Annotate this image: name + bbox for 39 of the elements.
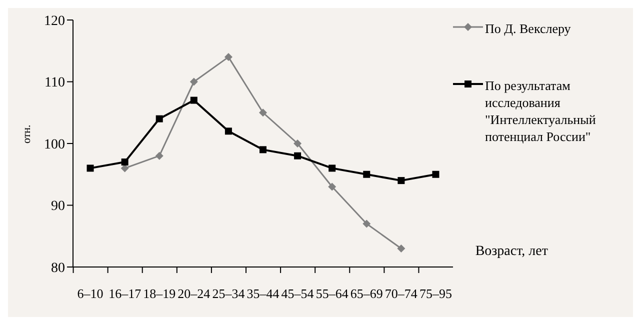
legend-label: По результатам исследования "Интеллектуальный потенциал России" (485, 77, 597, 145)
point (86, 164, 94, 172)
y-axis-title: отн. (20, 124, 33, 144)
x-tick-label: 20–24 (178, 286, 211, 302)
y-tick-label: 120 (44, 14, 65, 29)
x-tick-label: 18–19 (143, 286, 176, 302)
point (224, 128, 232, 135)
x-tick-label: 65–69 (350, 286, 383, 302)
y-tick-label: 110 (44, 76, 65, 91)
point (398, 177, 405, 184)
point (260, 146, 266, 154)
x-tick-label: 6–10 (77, 286, 104, 302)
x-tick-label: 25–34 (212, 286, 246, 302)
x-tick-label: 16–17 (108, 286, 142, 302)
y-tick-label: 90 (51, 199, 65, 214)
x-tick-label: 45–54 (281, 286, 314, 302)
x-tick-label: 35–44 (246, 286, 280, 302)
x-tick-label: 55–64 (316, 286, 349, 302)
point (328, 182, 336, 191)
point (224, 53, 232, 62)
point (156, 115, 163, 122)
x-tick-label: 70–74 (384, 286, 418, 302)
x-axis-title: Возраст, лет (475, 244, 548, 259)
y-tick-label: 80 (51, 260, 65, 276)
y-tick-label: 100 (44, 137, 65, 152)
point (432, 170, 440, 178)
point (190, 96, 198, 104)
point (121, 158, 128, 166)
point (362, 220, 371, 228)
point (155, 152, 164, 160)
point (363, 170, 370, 178)
point (190, 78, 198, 86)
x-tick-label: 75–95 (419, 286, 452, 302)
point (294, 152, 302, 160)
point (397, 244, 406, 252)
legend-label: По Д. Векслеру (485, 20, 571, 37)
point (294, 140, 302, 148)
point (259, 108, 267, 117)
point (328, 164, 336, 172)
